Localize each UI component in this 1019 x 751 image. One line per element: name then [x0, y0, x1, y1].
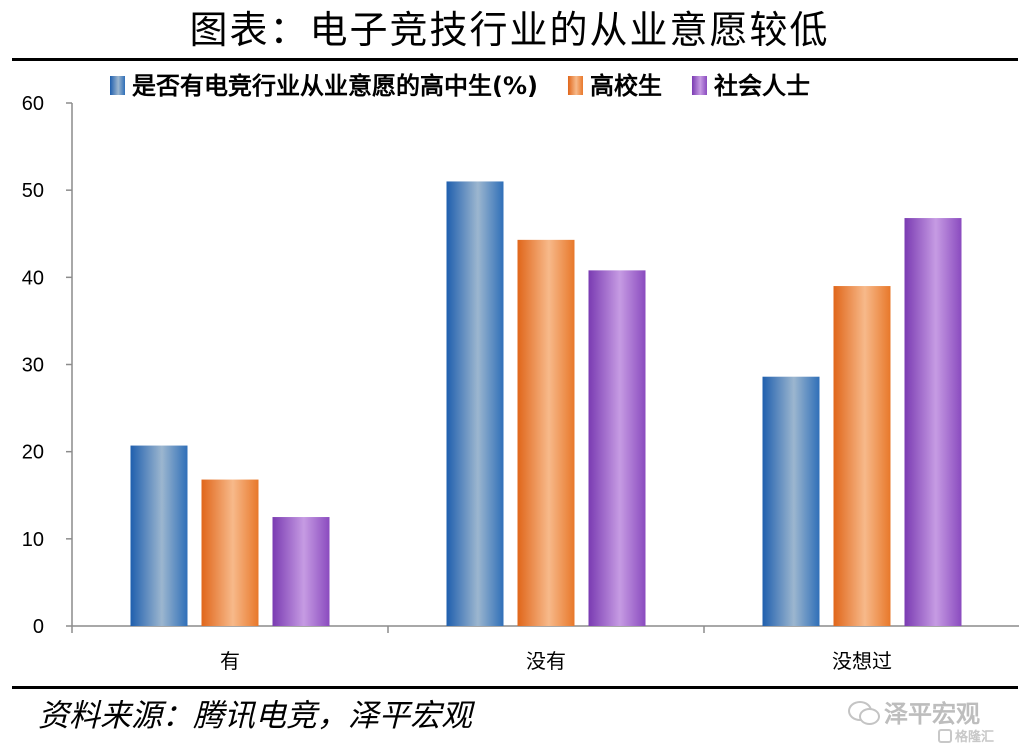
bar-3-2 [588, 270, 646, 626]
y-tick-label: 40 [22, 267, 44, 289]
bar-3-3 [904, 218, 962, 626]
y-tick-label: 60 [22, 93, 44, 115]
y-tick-label: 30 [22, 355, 44, 377]
corner-watermark: 格隆汇 [938, 726, 994, 745]
bar-1-2 [446, 181, 504, 626]
y-tick-label: 10 [22, 529, 44, 551]
watermark-text: 泽平宏观 [884, 700, 980, 728]
legend-label-3: 社会人士 [714, 72, 810, 100]
gelonghui-logo-icon [938, 728, 952, 743]
wechat-icon [848, 699, 880, 725]
bar-3-1 [272, 517, 330, 626]
title-divider [12, 58, 1018, 61]
bar-1-1 [130, 445, 188, 626]
y-tick-label: 0 [33, 616, 44, 638]
y-tick-label: 20 [22, 442, 44, 464]
source-divider [12, 686, 1018, 689]
y-tick-label: 50 [22, 180, 44, 202]
source-note: 资料来源：腾讯电竞，泽平宏观 [38, 698, 472, 734]
legend-label-2: 高校生 [590, 72, 662, 100]
legend-swatch-1 [110, 76, 125, 95]
chart-title: 图表：电子竞技行业的从业意愿较低 [189, 8, 830, 52]
legend-swatch-2 [567, 76, 583, 95]
bar-chart: 是否有电竞行业从业意愿的高中生(%) 高校生 社会人士 0 10 20 30 40 50 60 有… [22, 72, 1019, 673]
bar-2-2 [517, 239, 575, 626]
x-tick-label: 有 [220, 649, 240, 673]
bar-2-1 [201, 479, 259, 626]
watermark: 泽平宏观 [848, 694, 980, 729]
legend-label-1: 是否有电竞行业从业意愿的高中生(%) [132, 72, 538, 100]
x-tick-label: 没想过 [832, 649, 892, 673]
bar-2-3 [833, 286, 891, 626]
legend-swatch-3 [691, 76, 707, 95]
bar-1-3 [762, 376, 820, 626]
x-tick-label: 没有 [526, 649, 566, 673]
corner-watermark-text: 格隆汇 [955, 730, 995, 745]
